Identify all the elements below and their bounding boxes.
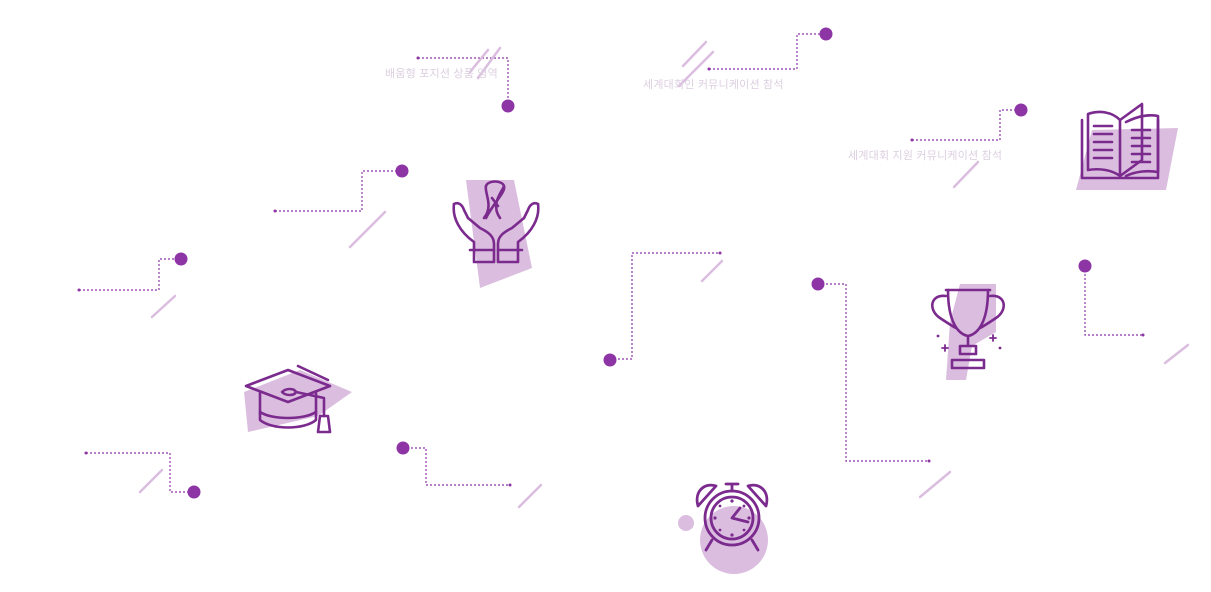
node-dot xyxy=(1014,103,1028,117)
node-dot xyxy=(395,164,409,178)
caption-2: 세계대회인 커뮤니케이션 참석 xyxy=(643,79,784,91)
connector-10 xyxy=(86,452,194,493)
connector-1 xyxy=(418,57,509,105)
node-dot xyxy=(1078,259,1092,273)
connector-9 xyxy=(403,447,510,486)
node-dot xyxy=(811,277,825,291)
open-book-icon xyxy=(1076,102,1178,190)
node-dot xyxy=(174,252,188,266)
accent-slash xyxy=(918,470,952,499)
accent-slash xyxy=(476,46,502,80)
node-dot xyxy=(603,353,617,367)
connector-7 xyxy=(818,283,929,462)
node-dot xyxy=(501,99,515,113)
accent-slash xyxy=(1163,343,1190,365)
node-dot xyxy=(396,441,410,455)
accent-slash xyxy=(677,50,715,88)
connector-3 xyxy=(912,109,1021,141)
accent-slash xyxy=(517,483,543,509)
accent-slash xyxy=(348,210,387,249)
accent-slash xyxy=(952,160,980,189)
accent-slash xyxy=(700,259,724,283)
caption-3: 세계대회 지원 커뮤니케이션 참석 xyxy=(848,150,1003,162)
node-dot xyxy=(187,485,201,499)
trophy-icon xyxy=(931,284,1005,380)
connector-4 xyxy=(275,170,402,212)
node-dot xyxy=(819,27,833,41)
alarm-clock-icon xyxy=(678,482,769,574)
connector-6 xyxy=(610,252,720,360)
accent-slash xyxy=(150,294,177,319)
caption-1: 배움형 포지션 상품 영역 xyxy=(385,68,498,80)
accent-slash xyxy=(468,48,490,74)
connector-2 xyxy=(709,33,826,70)
graduation-cap-icon xyxy=(244,364,352,434)
connector-5 xyxy=(79,258,181,291)
accent-slash xyxy=(681,40,708,68)
awareness-ribbon-hands-icon xyxy=(452,180,540,288)
accent-slash xyxy=(138,468,164,494)
connector-8 xyxy=(1084,266,1143,336)
